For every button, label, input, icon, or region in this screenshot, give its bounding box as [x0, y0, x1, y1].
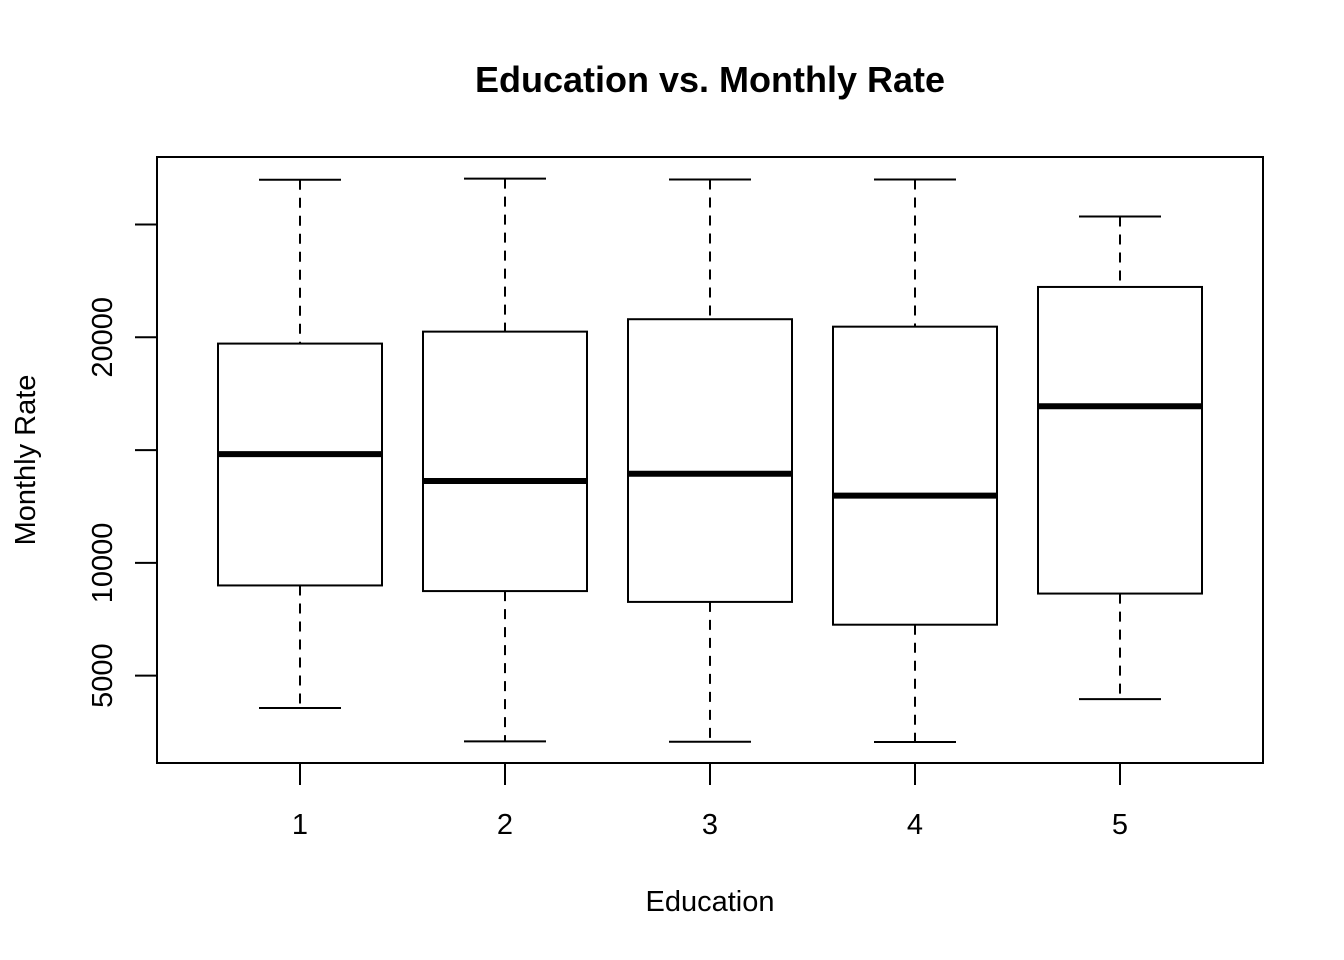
x-axis: 1 2 3 4 5: [292, 763, 1128, 841]
boxes: [217, 177, 1203, 744]
y-tick-label: 10000: [87, 523, 119, 604]
iqr-box: [627, 318, 793, 603]
box-group-2: [422, 177, 588, 743]
chart-title: Education vs. Monthly Rate: [475, 59, 945, 100]
y-tick-label: 5000: [87, 643, 119, 708]
box-group-4: [832, 178, 998, 744]
x-tick-label: 5: [1112, 809, 1128, 841]
y-tick-label: 20000: [87, 297, 119, 378]
box-group-3: [627, 178, 793, 743]
y-axis: 5000 10000 20000: [87, 223, 157, 708]
x-tick-label: 2: [497, 809, 513, 841]
x-axis-label: Education: [646, 886, 775, 918]
iqr-box: [1037, 285, 1203, 595]
iqr-box: [832, 325, 998, 626]
box-group-5: [1037, 215, 1203, 701]
x-tick-label: 1: [292, 809, 308, 841]
iqr-box: [217, 342, 383, 587]
x-tick-label: 4: [907, 809, 923, 841]
box-group-1: [217, 178, 383, 709]
y-axis-label: Monthly Rate: [10, 375, 42, 546]
iqr-box: [422, 330, 588, 593]
x-tick-label: 3: [702, 809, 718, 841]
